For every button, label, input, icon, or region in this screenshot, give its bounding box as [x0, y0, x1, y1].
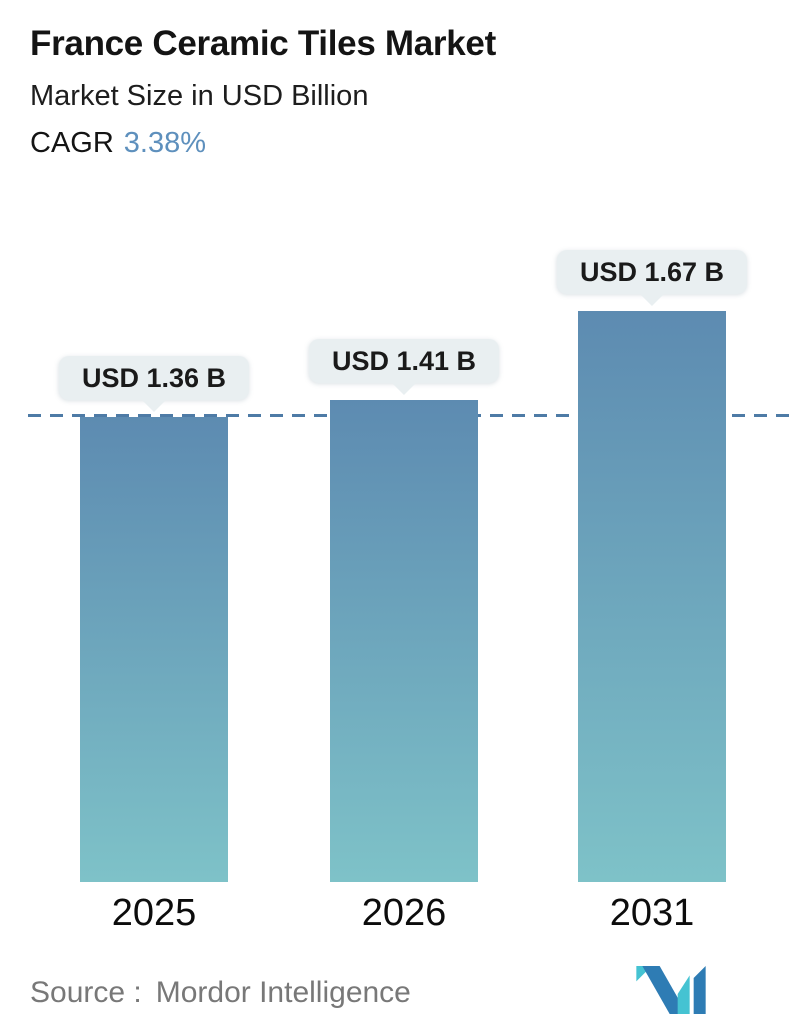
data-label-bubble-2026: USD 1.41 B [308, 338, 500, 383]
bar-group-2026: USD 1.41 B 2026 [308, 338, 500, 934]
chart-header: France Ceramic Tiles Market Market Size … [30, 24, 496, 160]
cagr-label: CAGR [30, 126, 114, 159]
bar-group-2031: USD 1.67 B 2031 [556, 249, 748, 934]
source-value: Mordor Intelligence [155, 976, 411, 1009]
data-label-bubble-2031: USD 1.67 B [556, 249, 748, 294]
data-label-2026: USD 1.41 B [331, 345, 477, 376]
mordor-intelligence-logo [636, 966, 706, 1014]
page-title: France Ceramic Tiles Market [30, 24, 496, 63]
bar-2031 [578, 311, 726, 882]
bar-2026 [330, 400, 478, 882]
cagr-value: 3.38% [123, 126, 207, 159]
data-label-2025: USD 1.36 B [81, 362, 227, 393]
axis-label-2025: 2025 [111, 892, 197, 934]
source-label: Source : [30, 976, 142, 1009]
bar-2025 [80, 417, 228, 882]
bar-group-2025: USD 1.36 B 2025 [58, 355, 250, 934]
axis-label-2031: 2031 [609, 892, 695, 934]
data-label-2031: USD 1.67 B [579, 256, 725, 287]
source-line: Source : Mordor Intelligence [30, 976, 411, 1010]
chart-subtitle: Market Size in USD Billion [30, 80, 369, 113]
axis-label-2026: 2026 [361, 892, 447, 934]
cagr-row: CAGR 3.38% [30, 127, 496, 160]
data-label-bubble-2025: USD 1.36 B [58, 355, 250, 400]
